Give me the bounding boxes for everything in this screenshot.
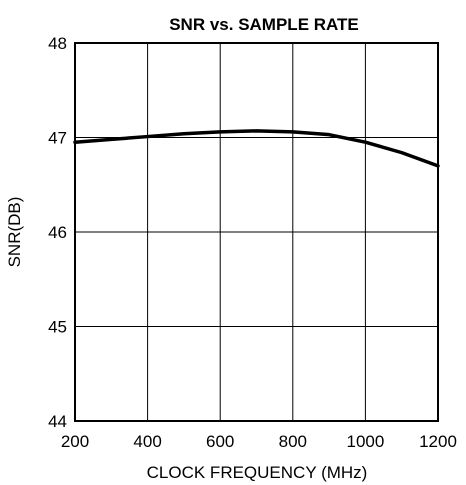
y-axis-ticks: 44 45 46 47 48 — [48, 34, 67, 431]
y-tick-label: 46 — [48, 223, 67, 242]
y-axis-label: SNR(DB) — [5, 197, 24, 268]
x-tick-label: 600 — [206, 432, 234, 451]
x-tick-label: 1200 — [419, 432, 457, 451]
y-tick-label: 48 — [48, 34, 67, 53]
grid — [74, 42, 439, 422]
x-tick-label: 1000 — [346, 432, 384, 451]
x-axis-ticks: 200 400 600 800 1000 1200 — [61, 432, 457, 451]
chart-title: SNR vs. SAMPLE RATE — [169, 15, 359, 34]
x-tick-label: 200 — [61, 432, 89, 451]
y-tick-label: 44 — [48, 412, 67, 431]
snr-series-line — [73, 129, 440, 168]
plot-frame — [74, 42, 439, 422]
y-tick-label: 47 — [48, 129, 67, 148]
x-tick-label: 400 — [133, 432, 161, 451]
data-series-layer — [73, 129, 440, 168]
x-axis-label: CLOCK FREQUENCY (MHz) — [147, 463, 368, 482]
y-tick-label: 45 — [48, 318, 67, 337]
x-tick-label: 800 — [279, 432, 307, 451]
